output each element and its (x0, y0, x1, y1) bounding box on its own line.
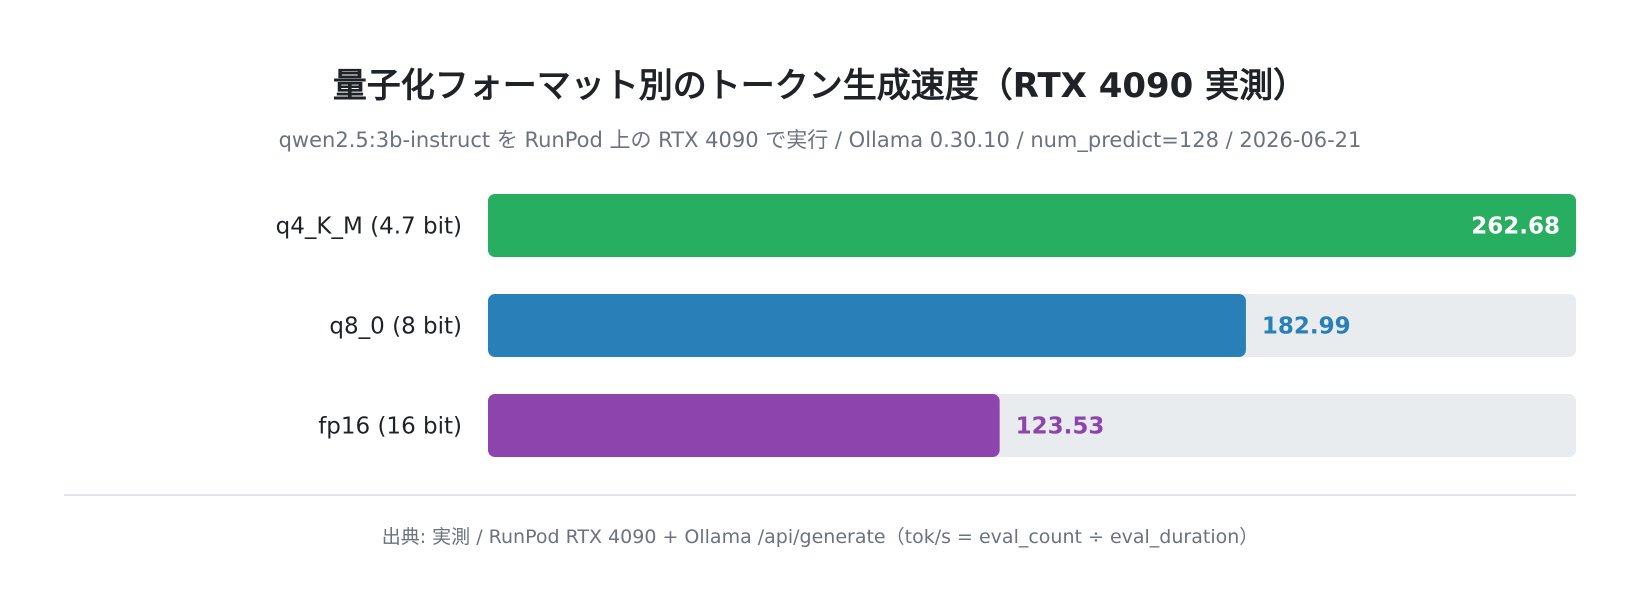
bar-group: fp16 (16 bit) 123.53 (318, 394, 1576, 457)
footer-divider (64, 494, 1576, 496)
category-label: q8_0 (8 bit) (329, 314, 462, 340)
bar (488, 194, 1576, 257)
bar-group: q4_K_M (4.7 bit) 262.68 (276, 194, 1576, 257)
value-label: 182.99 (1262, 314, 1351, 340)
chart-subtitle: qwen2.5:3b-instruct を RunPod 上の RTX 4090… (278, 128, 1362, 152)
bar-group: q8_0 (8 bit) 182.99 (329, 294, 1576, 357)
value-label: 123.53 (1016, 414, 1105, 440)
source-note: 出典: 実測 / RunPod RTX 4090 + Ollama /api/g… (381, 526, 1259, 548)
bar (488, 294, 1246, 357)
value-label: 262.68 (1471, 214, 1560, 240)
category-label: fp16 (16 bit) (318, 414, 462, 440)
chart-title: 量子化フォーマット別のトークン生成速度（RTX 4090 実測） (332, 66, 1308, 106)
category-label: q4_K_M (4.7 bit) (276, 214, 462, 240)
bar (488, 394, 1000, 457)
